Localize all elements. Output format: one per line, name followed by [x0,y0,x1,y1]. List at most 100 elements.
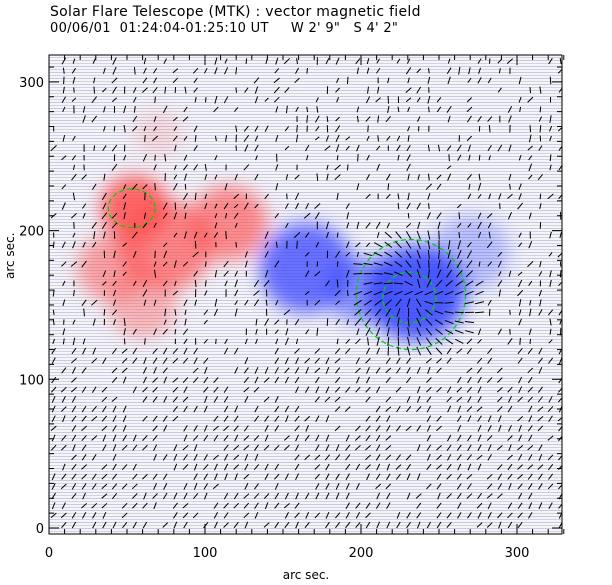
field-vector [253,279,260,287]
field-vector [235,241,238,248]
field-vector [243,125,249,132]
field-vector [193,164,199,171]
field-vector [142,289,148,297]
field-vector [314,212,320,220]
field-vector [71,483,77,490]
field-vector [214,213,218,219]
field-vector [143,492,147,500]
field-vector [467,512,472,519]
field-vector [132,434,137,442]
field-vector [71,377,77,383]
field-vector [72,319,76,325]
field-vector [71,387,77,393]
field-vector [93,77,96,84]
field-vector [386,521,391,529]
field-vector [82,492,86,500]
field-vector [142,77,148,84]
field-vector [315,434,320,442]
field-vector [244,396,249,403]
field-vector [507,435,513,441]
field-vector [436,106,442,113]
field-vector [153,67,158,74]
field-vector [234,367,239,374]
field-vector [112,280,117,287]
field-vector [466,174,473,180]
field-vector [225,212,228,219]
field-vector [295,386,299,394]
field-vector [363,262,373,266]
field-vector [527,386,534,393]
field-vector [101,415,107,422]
field-vector [142,386,148,393]
field-vector [425,183,433,190]
field-vector [314,512,321,519]
field-vector [143,126,147,132]
field-vector [447,76,451,85]
field-vector [143,57,147,65]
field-vector [103,231,106,239]
field-vector [153,366,157,374]
field-vector [255,318,258,326]
field-vector [477,77,482,84]
field-vector [214,57,218,65]
field-vector [163,347,168,355]
field-vector [397,106,400,113]
field-vector [509,309,511,315]
field-vector [164,154,167,162]
field-vector [538,116,543,122]
field-vector [163,483,168,490]
field-vector [548,339,553,344]
field-vector [518,376,523,384]
field-vector [446,522,452,529]
field-vector [295,473,300,481]
field-vector [488,231,491,239]
field-vector [315,126,320,132]
field-vector [416,68,422,74]
field-vector [112,86,117,94]
field-vector [518,299,522,307]
field-vector [51,434,56,442]
field-vector [456,483,462,490]
field-vector [426,396,432,403]
field-vector [336,338,339,345]
field-vector [142,87,148,93]
field-vector [62,299,66,307]
field-vector [335,367,341,374]
field-vector [457,434,462,442]
field-vector [243,134,250,142]
field-vector [477,58,482,64]
field-vector [508,444,512,452]
field-vector [62,135,66,142]
field-vector [477,512,482,519]
field-vector [112,444,117,452]
field-vector [365,512,371,519]
field-vector [538,271,543,277]
field-vector [315,415,320,423]
field-vector [466,406,473,412]
field-vector [274,521,280,529]
y-tick-label: 0 [36,522,44,537]
field-vector [407,336,411,346]
field-vector [132,357,138,364]
field-vector [193,270,198,277]
field-vector [224,280,228,287]
field-vector [182,464,189,470]
field-vector [335,300,341,306]
field-vector [172,290,179,296]
field-vector [142,279,148,287]
field-vector [91,473,97,480]
field-vector [335,454,341,461]
field-vector [539,86,542,94]
field-vector [122,242,128,247]
field-vector [517,396,523,403]
field-vector [426,386,432,393]
field-vector [172,502,178,509]
field-vector [498,424,502,432]
field-vector [274,463,280,471]
field-vector [478,154,481,161]
field-vector [416,473,421,481]
field-vector [254,453,259,461]
field-vector [425,358,432,364]
field-vector [376,336,380,346]
field-vector [275,183,279,191]
